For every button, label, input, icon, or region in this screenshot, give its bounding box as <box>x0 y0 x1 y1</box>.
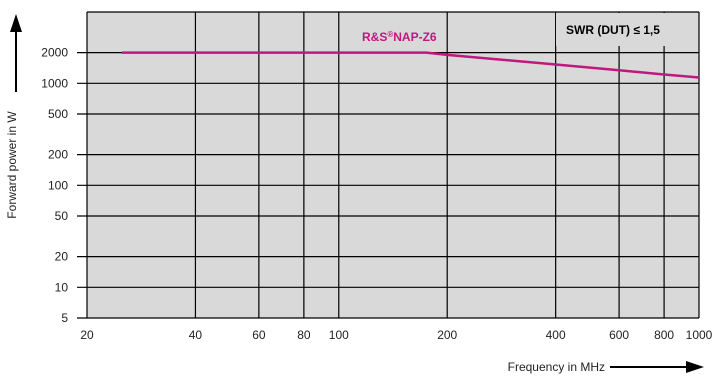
x-tick-label: 40 <box>189 328 203 342</box>
series-label: R&S®NAP-Z6 <box>362 30 437 44</box>
x-tick-label: 1000 <box>686 328 712 342</box>
tick-label-layer: 20 40 60 80 100 200 400 600 800 10005102050100200… <box>41 46 712 342</box>
y-tick-label: 1000 <box>41 76 68 90</box>
y-tick-label: 2000 <box>41 46 68 60</box>
y-tick-label: 5 <box>61 311 68 325</box>
x-tick-label: 200 <box>437 328 457 342</box>
y-tick-label: 500 <box>48 107 68 121</box>
x-tick-label: 800 <box>654 328 674 342</box>
annotation-box <box>556 13 696 46</box>
y-tick-label: 50 <box>55 209 69 223</box>
x-tick-label: 100 <box>329 328 349 342</box>
y-tick-label: 10 <box>55 280 69 294</box>
x-tick-label: 80 <box>297 328 311 342</box>
x-tick-label: 600 <box>609 328 629 342</box>
grid-layer <box>77 11 700 319</box>
x-tick-label: 400 <box>546 328 566 342</box>
x-axis-arrow <box>610 361 704 373</box>
y-tick-label: 200 <box>48 148 68 162</box>
series-line <box>121 51 700 79</box>
series-layer <box>121 51 700 79</box>
x-axis-title: Frequency in MHz <box>508 360 605 374</box>
y-tick-label: 20 <box>55 250 69 264</box>
y-tick-label: 100 <box>48 178 68 192</box>
x-tick-label: 60 <box>252 328 266 342</box>
plot-area <box>87 12 699 318</box>
y-axis-arrow <box>10 14 22 92</box>
swr-annotation: SWR (DUT) ≤ 1,5 <box>566 23 660 37</box>
x-tick-label: 20 <box>80 328 94 342</box>
y-axis-title: Forward power in W <box>5 111 19 219</box>
